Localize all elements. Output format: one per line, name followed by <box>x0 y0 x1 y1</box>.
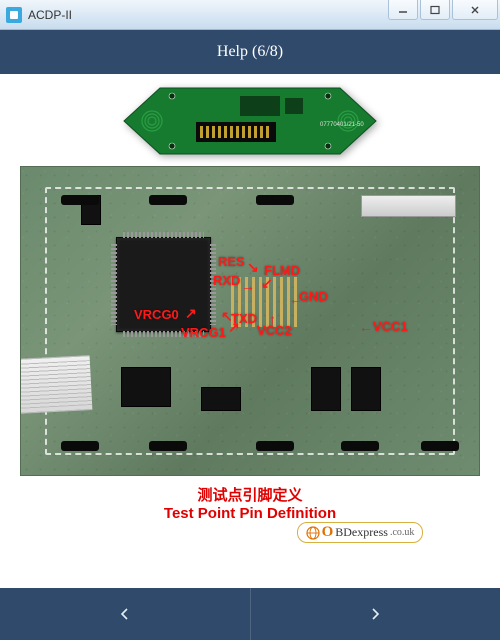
footer-nav <box>0 588 500 640</box>
arrow-rxd: → <box>241 278 255 294</box>
arrow-flmd: ↙ <box>261 275 273 292</box>
window-titlebar: ACDP-II <box>0 0 500 30</box>
slot <box>421 441 459 451</box>
chip-6 <box>201 387 241 411</box>
window-title: ACDP-II <box>28 8 72 22</box>
slot <box>256 441 294 451</box>
arrow-vrcg1: ↗ <box>228 319 240 336</box>
label-vrcg0: VRCG0 <box>134 307 179 322</box>
label-res: RES <box>218 254 245 269</box>
prev-button[interactable] <box>0 588 251 640</box>
ribbon-cable <box>20 355 92 414</box>
globe-icon <box>306 526 320 540</box>
page-header: Help (6/8) <box>0 30 500 74</box>
arrow-gnd: ← <box>289 291 303 307</box>
watermark-domain: .co.uk <box>390 527 414 538</box>
caption-chinese: 测试点引脚定义 <box>164 484 336 505</box>
maximize-button[interactable] <box>420 0 450 20</box>
app-body: Help (6/8) <box>0 30 500 640</box>
label-vcc1: VCC1 <box>373 319 408 334</box>
slot <box>149 195 187 205</box>
chip-4 <box>311 367 341 411</box>
adapter-pcb-image: 07770401/21-50 <box>120 82 380 160</box>
slot <box>61 195 99 205</box>
window-controls <box>388 0 498 20</box>
adapter-label: 07770401/21-50 <box>320 122 364 128</box>
close-button[interactable] <box>452 0 498 20</box>
content-area: 07770401/21-50 RE <box>0 74 500 588</box>
slot <box>149 441 187 451</box>
label-rxd: RXD <box>213 273 240 288</box>
caption: 测试点引脚定义 Test Point Pin Definition OBDexp… <box>164 484 336 545</box>
app-icon <box>6 7 22 23</box>
label-gnd: GND <box>299 289 328 304</box>
ffc-connector <box>361 195 456 217</box>
arrow-vrcg0: ↗ <box>185 305 197 322</box>
slot <box>341 441 379 451</box>
minimize-button[interactable] <box>388 0 418 20</box>
watermark: OBDexpress.co.uk <box>297 522 424 543</box>
slot <box>256 195 294 205</box>
page-title: Help (6/8) <box>217 43 283 61</box>
arrow-vcc1: ← <box>359 319 373 335</box>
arrow-res: ↘ <box>247 259 259 276</box>
watermark-o: O <box>322 524 334 541</box>
label-vrcg1: VRCG1 <box>181 325 226 340</box>
next-button[interactable] <box>251 588 500 640</box>
main-pcb-image: RES ↘ FLMD ↙ RXD → GND ← VRCG0 ↗ TXD ↖ V… <box>20 166 480 476</box>
arrow-vcc2: ↑ <box>269 311 276 327</box>
chip-5 <box>351 367 381 411</box>
caption-english: Test Point Pin Definition <box>164 505 336 522</box>
slot <box>61 441 99 451</box>
watermark-brand: BDexpress <box>335 525 388 540</box>
chip-2 <box>121 367 171 407</box>
